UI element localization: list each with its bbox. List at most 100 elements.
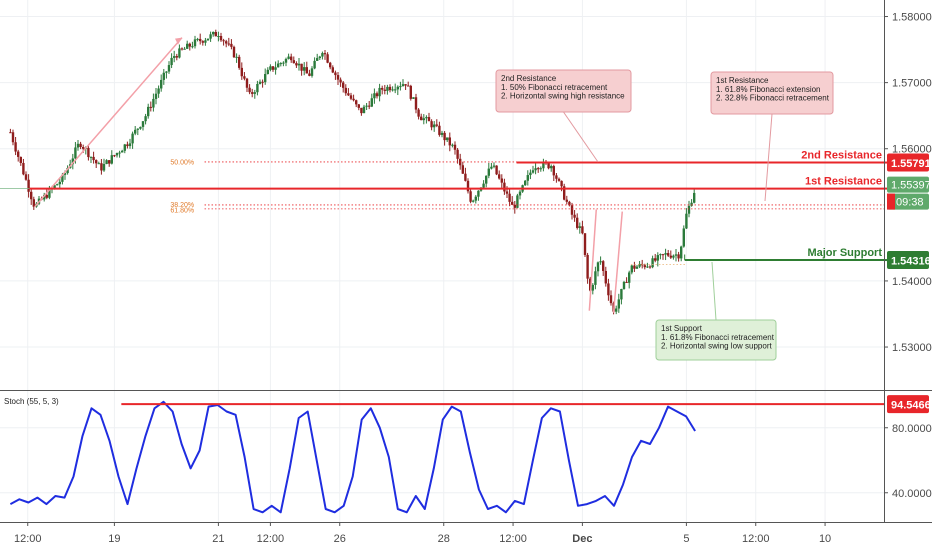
candle-body bbox=[394, 89, 397, 91]
candle-body bbox=[126, 144, 129, 147]
candle-body bbox=[500, 178, 503, 183]
candle-body bbox=[248, 87, 251, 93]
level-name-2: Major Support bbox=[807, 247, 882, 259]
candle-body bbox=[425, 117, 428, 119]
candle-body bbox=[175, 56, 178, 58]
candle-body bbox=[121, 150, 124, 153]
annotation-box bbox=[495, 69, 632, 113]
candle-body bbox=[342, 82, 345, 88]
candle-body bbox=[347, 93, 350, 96]
candle-body bbox=[180, 48, 184, 50]
candle-body bbox=[630, 265, 633, 273]
candle-body bbox=[217, 36, 220, 38]
candle-body bbox=[128, 143, 132, 147]
candle-body bbox=[336, 75, 340, 80]
candle-body bbox=[362, 106, 366, 114]
level-name-0: 2nd Resistance bbox=[801, 150, 882, 162]
x-tick-label: 28 bbox=[438, 533, 450, 545]
candle-body bbox=[290, 56, 293, 61]
candle-body bbox=[583, 233, 587, 255]
candle-body bbox=[492, 165, 496, 167]
annotation-line: 1. 61.8% Fibonacci retracement bbox=[661, 333, 775, 342]
candle-body bbox=[628, 272, 631, 283]
candle-body bbox=[550, 166, 553, 169]
candle-body bbox=[264, 74, 267, 83]
candle-body bbox=[32, 199, 35, 207]
stochastic-panel: Stoch (55, 5, 3) bbox=[4, 397, 884, 514]
tag-stoch-level bbox=[887, 395, 929, 414]
candle-body bbox=[170, 57, 173, 66]
candle-body bbox=[453, 144, 457, 150]
candle-body bbox=[147, 106, 150, 117]
candle-body bbox=[667, 253, 670, 256]
candle-body bbox=[284, 58, 288, 63]
candle-body bbox=[591, 284, 594, 291]
tag-countdown bbox=[887, 193, 929, 210]
candle-body bbox=[63, 173, 67, 175]
candle-body bbox=[534, 168, 537, 171]
candle-body bbox=[313, 60, 316, 69]
candle-body bbox=[331, 67, 334, 73]
candle-body bbox=[375, 93, 379, 97]
annotation-box bbox=[710, 71, 834, 115]
candle-body bbox=[604, 270, 607, 284]
candle-body bbox=[508, 193, 511, 202]
candle-body bbox=[360, 107, 363, 114]
candle-body bbox=[552, 166, 555, 176]
candle-body bbox=[365, 105, 368, 107]
candle-body bbox=[105, 160, 108, 164]
candle-body bbox=[193, 39, 197, 47]
candle-body bbox=[381, 87, 384, 90]
candle-body bbox=[357, 104, 360, 108]
candle-body bbox=[656, 255, 659, 261]
candle-body bbox=[469, 191, 472, 202]
candle-body bbox=[563, 186, 566, 200]
candle-body bbox=[576, 217, 579, 228]
candle-body bbox=[232, 46, 236, 58]
trend-arrow bbox=[34, 37, 183, 208]
candle-body bbox=[206, 38, 210, 41]
candle-body bbox=[157, 88, 160, 94]
annotation-pointer bbox=[563, 111, 599, 163]
price-candles bbox=[9, 29, 696, 315]
x-tick-label: 26 bbox=[334, 533, 346, 545]
candle-body bbox=[674, 254, 678, 256]
candle-body bbox=[440, 132, 444, 135]
candle-body bbox=[266, 69, 269, 75]
candle-body bbox=[505, 191, 509, 194]
candle-body bbox=[648, 266, 652, 268]
candle-body bbox=[173, 56, 176, 58]
annotation-line: 2. 32.8% Fibonacci retracement bbox=[716, 94, 830, 103]
candle-body bbox=[661, 254, 665, 256]
candle-body bbox=[498, 174, 501, 179]
candle-body bbox=[669, 255, 672, 258]
candle-body bbox=[646, 266, 649, 268]
candle-body bbox=[102, 163, 106, 171]
candle-body bbox=[438, 125, 441, 135]
candle-body bbox=[524, 180, 527, 186]
y-tick-label: 1.53000 bbox=[892, 342, 932, 354]
candle-body bbox=[654, 258, 657, 261]
candle-body bbox=[113, 155, 116, 157]
candle-body bbox=[323, 53, 327, 55]
candle-body bbox=[297, 63, 301, 66]
candle-body bbox=[430, 121, 433, 128]
tag-current-price-text: 1.55397 bbox=[891, 180, 931, 192]
candle-body bbox=[204, 40, 207, 43]
y-tick-label: 1.58000 bbox=[892, 12, 932, 24]
x-tick-label: Dec bbox=[572, 533, 592, 545]
annotation-line: 1. 50% Fibonacci retracement bbox=[501, 83, 608, 92]
candle-body bbox=[240, 67, 243, 77]
annotation-line: 2. Horizontal swing high resistance bbox=[501, 92, 625, 101]
candle-body bbox=[277, 63, 280, 68]
candle-body bbox=[227, 43, 230, 45]
candle-body bbox=[456, 149, 459, 159]
tag-2nd-resistance bbox=[887, 153, 929, 172]
candle-body bbox=[516, 195, 519, 208]
candle-body bbox=[378, 87, 381, 97]
x-tick-label: 12:00 bbox=[742, 533, 770, 545]
y-tick-label: 1.54000 bbox=[892, 276, 932, 288]
candle-body bbox=[448, 137, 451, 146]
